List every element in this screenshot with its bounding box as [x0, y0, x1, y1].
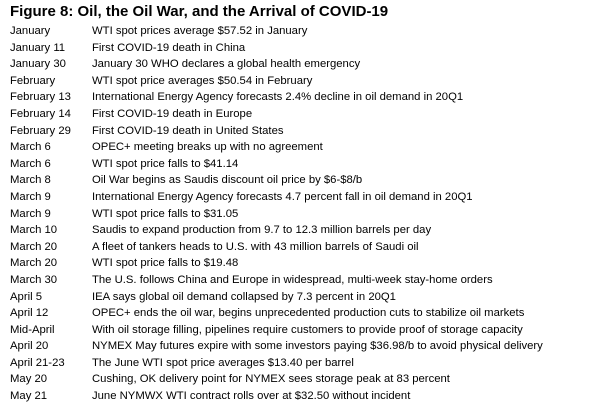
timeline-event: January 30 WHO declares a global health … — [92, 58, 361, 71]
timeline-row: February 29 First COVID-19 death in Unit… — [8, 123, 591, 140]
timeline-event: June NYMWX WTI contract rolls over at $3… — [92, 390, 411, 403]
timeline-event: First COVID-19 death in China — [92, 41, 246, 54]
timeline-event: OPEC+ meeting breaks up with no agreemen… — [92, 141, 323, 154]
timeline-date: April 20 — [10, 340, 49, 353]
timeline-event: Saudis to expand production from 9.7 to … — [92, 224, 432, 237]
timeline-date: April 21-23 — [10, 356, 65, 369]
timeline-event: International Energy Agency forecasts 4.… — [92, 190, 473, 203]
timeline-row: May 20 Cushing, OK delivery point for NY… — [8, 371, 591, 388]
timeline-date: March 9 — [10, 190, 51, 203]
timeline-row: March 6 OPEC+ meeting breaks up with no … — [8, 139, 591, 156]
timeline-date: Mid-April — [10, 323, 55, 336]
timeline-row: March 6 WTI spot price falls to $41.14 — [8, 156, 591, 173]
timeline-row: February WTI spot price averages $50.54 … — [8, 73, 591, 90]
timeline-date: March 6 — [10, 157, 51, 170]
timeline-event: WTI spot price falls to $31.05 — [92, 207, 239, 220]
timeline-event: The June WTI spot price averages $13.40 … — [92, 356, 354, 369]
timeline-event: International Energy Agency forecasts 2.… — [92, 91, 464, 104]
timeline-event: Cushing, OK delivery point for NYMEX see… — [92, 373, 450, 386]
timeline-row: March 9 International Energy Agency fore… — [8, 189, 591, 206]
timeline-date: March 6 — [10, 141, 51, 154]
timeline-date: March 20 — [10, 257, 58, 270]
timeline-date: March 9 — [10, 207, 51, 220]
timeline-event: Oil War begins as Saudis discount oil pr… — [92, 174, 363, 187]
timeline-row: February 13 International Energy Agency … — [8, 89, 591, 106]
figure-title: Figure 8: Oil, the Oil War, and the Arri… — [10, 3, 389, 20]
timeline-event: A fleet of tankers heads to U.S. with 43… — [92, 240, 419, 253]
timeline-event: The U.S. follows China and Europe in wid… — [92, 273, 493, 286]
timeline-event: WTI spot price averages $50.54 in Februa… — [92, 74, 313, 87]
timeline-date: March 10 — [10, 224, 58, 237]
timeline-date: February 29 — [10, 124, 71, 137]
timeline-event: IEA says global oil demand collapsed by … — [92, 290, 396, 303]
timeline-row: January WTI spot prices average $57.52 i… — [8, 23, 591, 40]
timeline-row: January 30 January 30 WHO declares a glo… — [8, 56, 591, 73]
timeline-date: March 8 — [10, 174, 51, 187]
timeline-date: February — [10, 74, 56, 87]
timeline-date: February 13 — [10, 91, 71, 104]
figure: Figure 8: Oil, the Oil War, and the Arri… — [8, 2, 591, 405]
timeline-row: March 20 A fleet of tankers heads to U.S… — [8, 239, 591, 256]
timeline-date: May 21 — [10, 390, 48, 403]
timeline-row: May 21 June NYMWX WTI contract rolls ove… — [8, 388, 591, 405]
timeline-row: March 8 Oil War begins as Saudis discoun… — [8, 172, 591, 189]
timeline-row: March 20 WTI spot price falls to $19.48 — [8, 255, 591, 272]
timeline-row: March 10 Saudis to expand production fro… — [8, 222, 591, 239]
timeline-row: February 14 First COVID-19 death in Euro… — [8, 106, 591, 123]
timeline-date: January 30 — [10, 58, 66, 71]
timeline-event: NYMEX May futures expire with some inves… — [92, 340, 543, 353]
timeline-event: WTI spot price falls to $19.48 — [92, 257, 239, 270]
timeline-row: March 30 The U.S. follows China and Euro… — [8, 272, 591, 289]
timeline-row: January 11 First COVID-19 death in China — [8, 40, 591, 57]
timeline-date: April 5 — [10, 290, 43, 303]
timeline-row: April 12 OPEC+ ends the oil war, begins … — [8, 305, 591, 322]
timeline-date: January 11 — [10, 41, 66, 54]
timeline-date: May 20 — [10, 373, 48, 386]
timeline-event: First COVID-19 death in United States — [92, 124, 284, 137]
timeline-row: March 9 WTI spot price falls to $31.05 — [8, 206, 591, 223]
timeline-row: April 20 NYMEX May futures expire with s… — [8, 338, 591, 355]
timeline-date: March 30 — [10, 273, 58, 286]
timeline-date: February 14 — [10, 107, 71, 120]
timeline-event: With oil storage filling, pipelines requ… — [92, 323, 523, 336]
timeline-event: OPEC+ ends the oil war, begins unprecede… — [92, 307, 525, 320]
timeline-event: WTI spot prices average $57.52 in Januar… — [92, 25, 308, 37]
timeline-event: WTI spot price falls to $41.14 — [92, 157, 239, 170]
timeline-row: April 5 IEA says global oil demand colla… — [8, 289, 591, 306]
timeline-row: April 21-23 The June WTI spot price aver… — [8, 355, 591, 372]
timeline-date: January — [10, 25, 51, 37]
timeline-row: Mid-April With oil storage filling, pipe… — [8, 322, 591, 339]
timeline-date: March 20 — [10, 240, 58, 253]
timeline-event: First COVID-19 death in Europe — [92, 107, 253, 120]
timeline-date: April 12 — [10, 307, 49, 320]
timeline-table: January WTI spot prices average $57.52 i… — [8, 23, 591, 405]
